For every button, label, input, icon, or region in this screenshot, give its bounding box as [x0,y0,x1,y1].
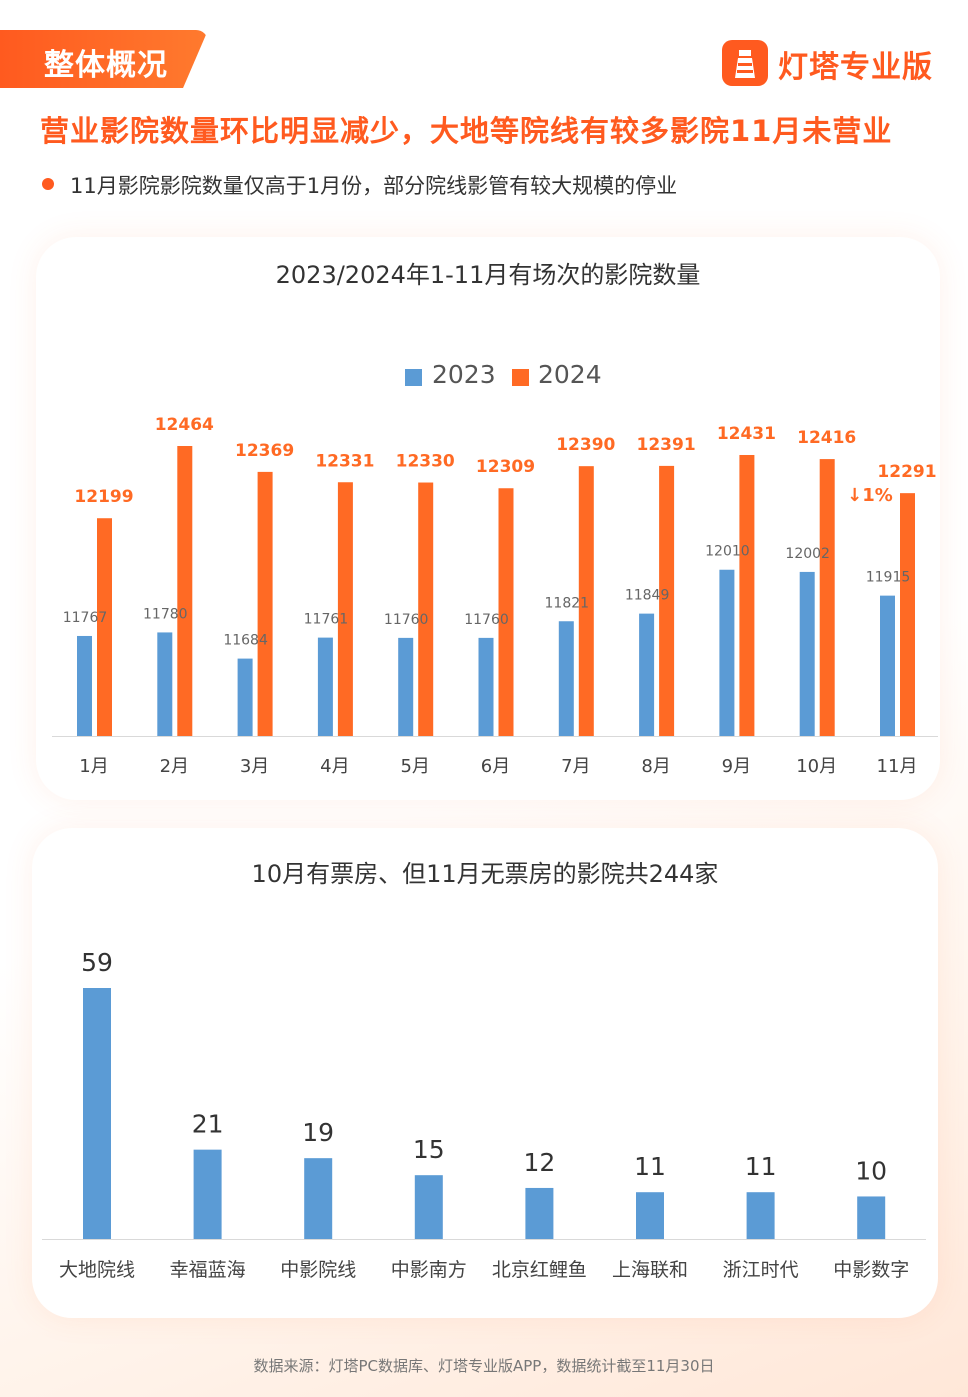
data-label-2023: 11915 [866,570,911,586]
bar-2023 [558,621,574,736]
x-tick-label: 中影数字 [833,1259,909,1281]
bar-2024 [498,488,514,736]
x-tick-label: 浙江时代 [723,1259,799,1281]
chart2-title: 10月有票房、但11月无票房的影院共244家 [251,860,719,888]
data-label-2024: 12431 [717,424,776,444]
bar-2024 [337,482,353,736]
x-tick-label: 10月 [796,756,837,777]
bar-2023 [157,632,173,736]
bar-2023 [77,635,92,736]
bar-2024 [900,493,915,736]
data-label: 59 [81,948,113,977]
bar-2024 [578,466,594,736]
data-label-2024: 12291 [877,462,936,482]
data-label-2023: 11821 [545,595,590,611]
section-tag-label: 整体概况 [44,48,168,83]
bar-2023 [237,658,253,736]
data-label-2024: 12331 [315,451,374,471]
data-label-2023: 12010 [705,544,750,560]
x-tick-label: 北京红鲤鱼 [492,1259,587,1281]
x-tick-label: 2月 [160,756,189,777]
x-tick-label: 5月 [400,756,429,777]
legend-label-2024: 2024 [538,360,602,389]
bar-2023 [639,613,655,736]
bar-2024 [659,465,675,736]
x-tick-label: 上海联和 [612,1259,688,1281]
x-tick-label: 3月 [240,756,269,777]
bar-2023 [719,569,735,736]
x-tick-label: 幸福蓝海 [170,1259,246,1281]
x-tick-label: 中影南方 [391,1259,467,1281]
bar-closed-cinemas [414,1175,443,1239]
x-tick-label: 中影院线 [280,1259,356,1281]
data-label-2023: 11780 [143,606,188,622]
bar-2023 [880,595,895,736]
bar-closed-cinemas [525,1187,554,1239]
bar-2023 [317,637,333,736]
bar-2024 [418,482,434,736]
x-tick-label: 4月 [320,756,349,777]
chart1-title: 2023/2024年1-11月有场次的影院数量 [275,261,701,289]
data-label-2023: 11760 [464,612,509,628]
bar-closed-cinemas [193,1149,222,1239]
bar-closed-cinemas [857,1196,886,1239]
bar-2024 [257,471,273,736]
data-label: 11 [745,1152,777,1181]
data-label-2023: 12002 [785,546,830,562]
bar-closed-cinemas [83,988,111,1239]
data-label-2023: 11684 [223,633,268,649]
chart2-plot: 59 大地院线 21 幸福蓝海 19 中影院线 15 中影南方 12 北京红鲤鱼 11 上海联和 11 浙… [42,948,926,1281]
data-label: 19 [302,1118,334,1147]
legend-swatch-2024 [512,369,529,386]
data-label: 15 [413,1135,445,1164]
data-label: 10 [855,1156,887,1185]
x-tick-label: 8月 [641,756,670,777]
legend-swatch-2023 [405,369,422,386]
x-tick-label: 6月 [481,756,510,777]
bar-2023 [398,637,414,736]
bar-2024 [177,446,193,736]
data-label-2024: 12416 [797,428,856,448]
page-headline: 营业影院数量环比明显减少，大地等院线有较多影院11月未营业 [40,114,893,148]
data-label-2023: 11767 [63,610,108,626]
bar-closed-cinemas [746,1192,775,1239]
bar-closed-cinemas [304,1158,333,1239]
data-label: 12 [523,1148,555,1177]
lighthouse-icon [722,40,768,86]
data-label-2024: 12391 [637,435,696,455]
data-label-2024: 12369 [235,441,294,461]
bar-closed-cinemas [636,1192,664,1239]
bar-2023 [478,637,494,736]
data-label: 11 [634,1152,666,1181]
source-footer: 数据来源：灯塔PC数据库、灯塔专业版APP，数据统计截至11月30日 [253,1357,715,1375]
data-label-2024: 12309 [476,457,535,477]
data-label-2024: 12464 [155,415,214,435]
section-tag: 整体概况 [0,30,208,88]
chart1-plot: 11767 12199 1月 11780 12464 2月 11684 12369 3月 1176… [52,415,938,777]
x-tick-label: 大地院线 [59,1259,135,1281]
bar-2023 [799,571,815,736]
bullet-text: 11月影院影院数量仅高于1月份，部分院线影管有较大规模的停业 [70,174,678,198]
x-tick-label: 11月 [877,756,918,777]
x-tick-label: 1月 [79,756,108,777]
bar-2024 [97,518,112,736]
data-label-2023: 11760 [384,612,429,628]
bar-2024 [819,459,835,736]
chart-card-closed: 10月有票房、但11月无票房的影院共244家 [32,828,938,1318]
data-label-2024: 12330 [396,452,455,472]
data-label-2023: 11761 [304,612,349,628]
x-tick-label: 9月 [722,756,751,777]
data-label-2023: 11849 [625,588,670,604]
data-label-2024: 12199 [74,487,133,507]
change-annotation: ↓1% [847,485,893,506]
data-label-2024: 12390 [556,435,615,455]
legend-label-2023: 2023 [432,360,496,389]
bullet-dot [42,178,54,190]
bar-2024 [739,454,755,736]
x-tick-label: 7月 [561,756,590,777]
data-label: 21 [192,1110,224,1139]
brand-name: 灯塔专业版 [778,50,933,85]
